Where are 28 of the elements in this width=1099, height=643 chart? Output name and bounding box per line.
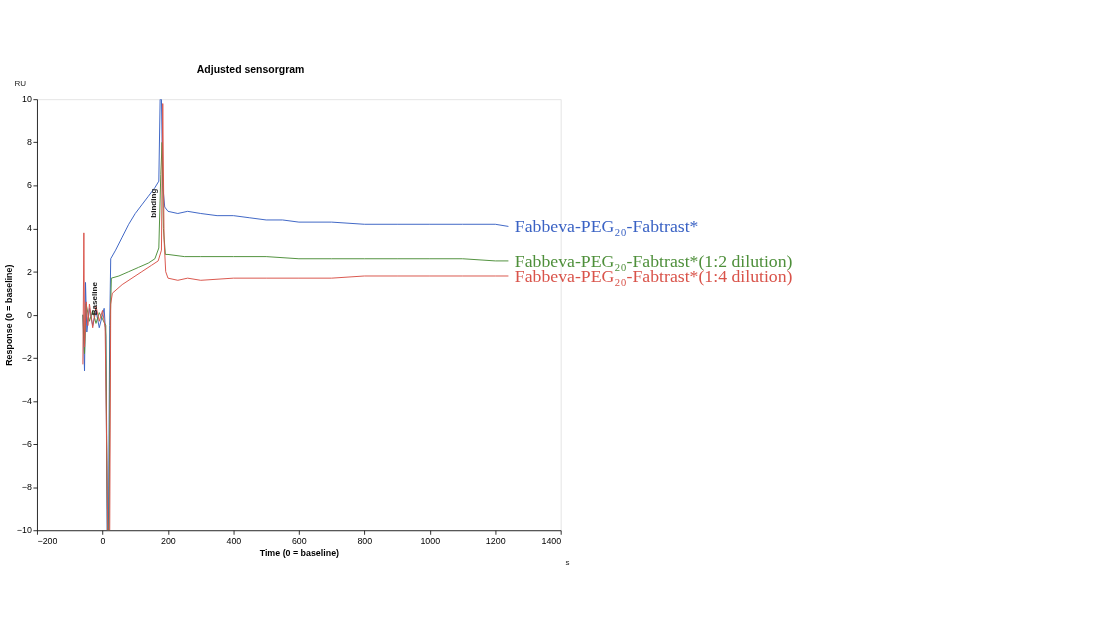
x-tick-label: 800 (357, 535, 373, 546)
y-tick-label: 2 (26, 266, 32, 277)
text: s (565, 557, 570, 567)
chart-title: Adjusted sensorgram (196, 64, 305, 76)
x-axis-title: Time (0 = baseline) (259, 547, 340, 558)
x-tick-label: 200 (161, 535, 176, 546)
x-tick-label: 1000 (420, 535, 441, 546)
x-tick-label: 400 (226, 535, 242, 546)
y-tick-label: −8 (21, 482, 32, 493)
y-tick-label: −6 (21, 438, 32, 449)
y-tick-label: 10 (21, 94, 32, 105)
annotation: Baseline (90, 281, 100, 316)
y-tick-label: 4 (26, 223, 32, 234)
x-tick-label: −200 (37, 535, 58, 546)
text: RU (14, 78, 27, 88)
y-tick-label: −10 (16, 525, 32, 536)
annotation: binding (148, 188, 158, 218)
y-axis-title: Response (0 = baseline) (3, 264, 14, 366)
series-label: Fabbeva-PEG₂₀-Fabtrast* (514, 216, 699, 237)
x-tick-label: 600 (291, 535, 307, 546)
y-tick-label: 6 (26, 180, 32, 191)
y-tick-label: 8 (26, 137, 32, 148)
y-tick-label: −2 (21, 352, 32, 363)
x-tick-label: 1200 (485, 535, 506, 546)
x-tick-label: 0 (100, 535, 106, 546)
x-tick-label: 1400 (541, 535, 562, 546)
y-tick-label: −4 (21, 395, 32, 406)
y-tick-label: 0 (26, 309, 32, 320)
